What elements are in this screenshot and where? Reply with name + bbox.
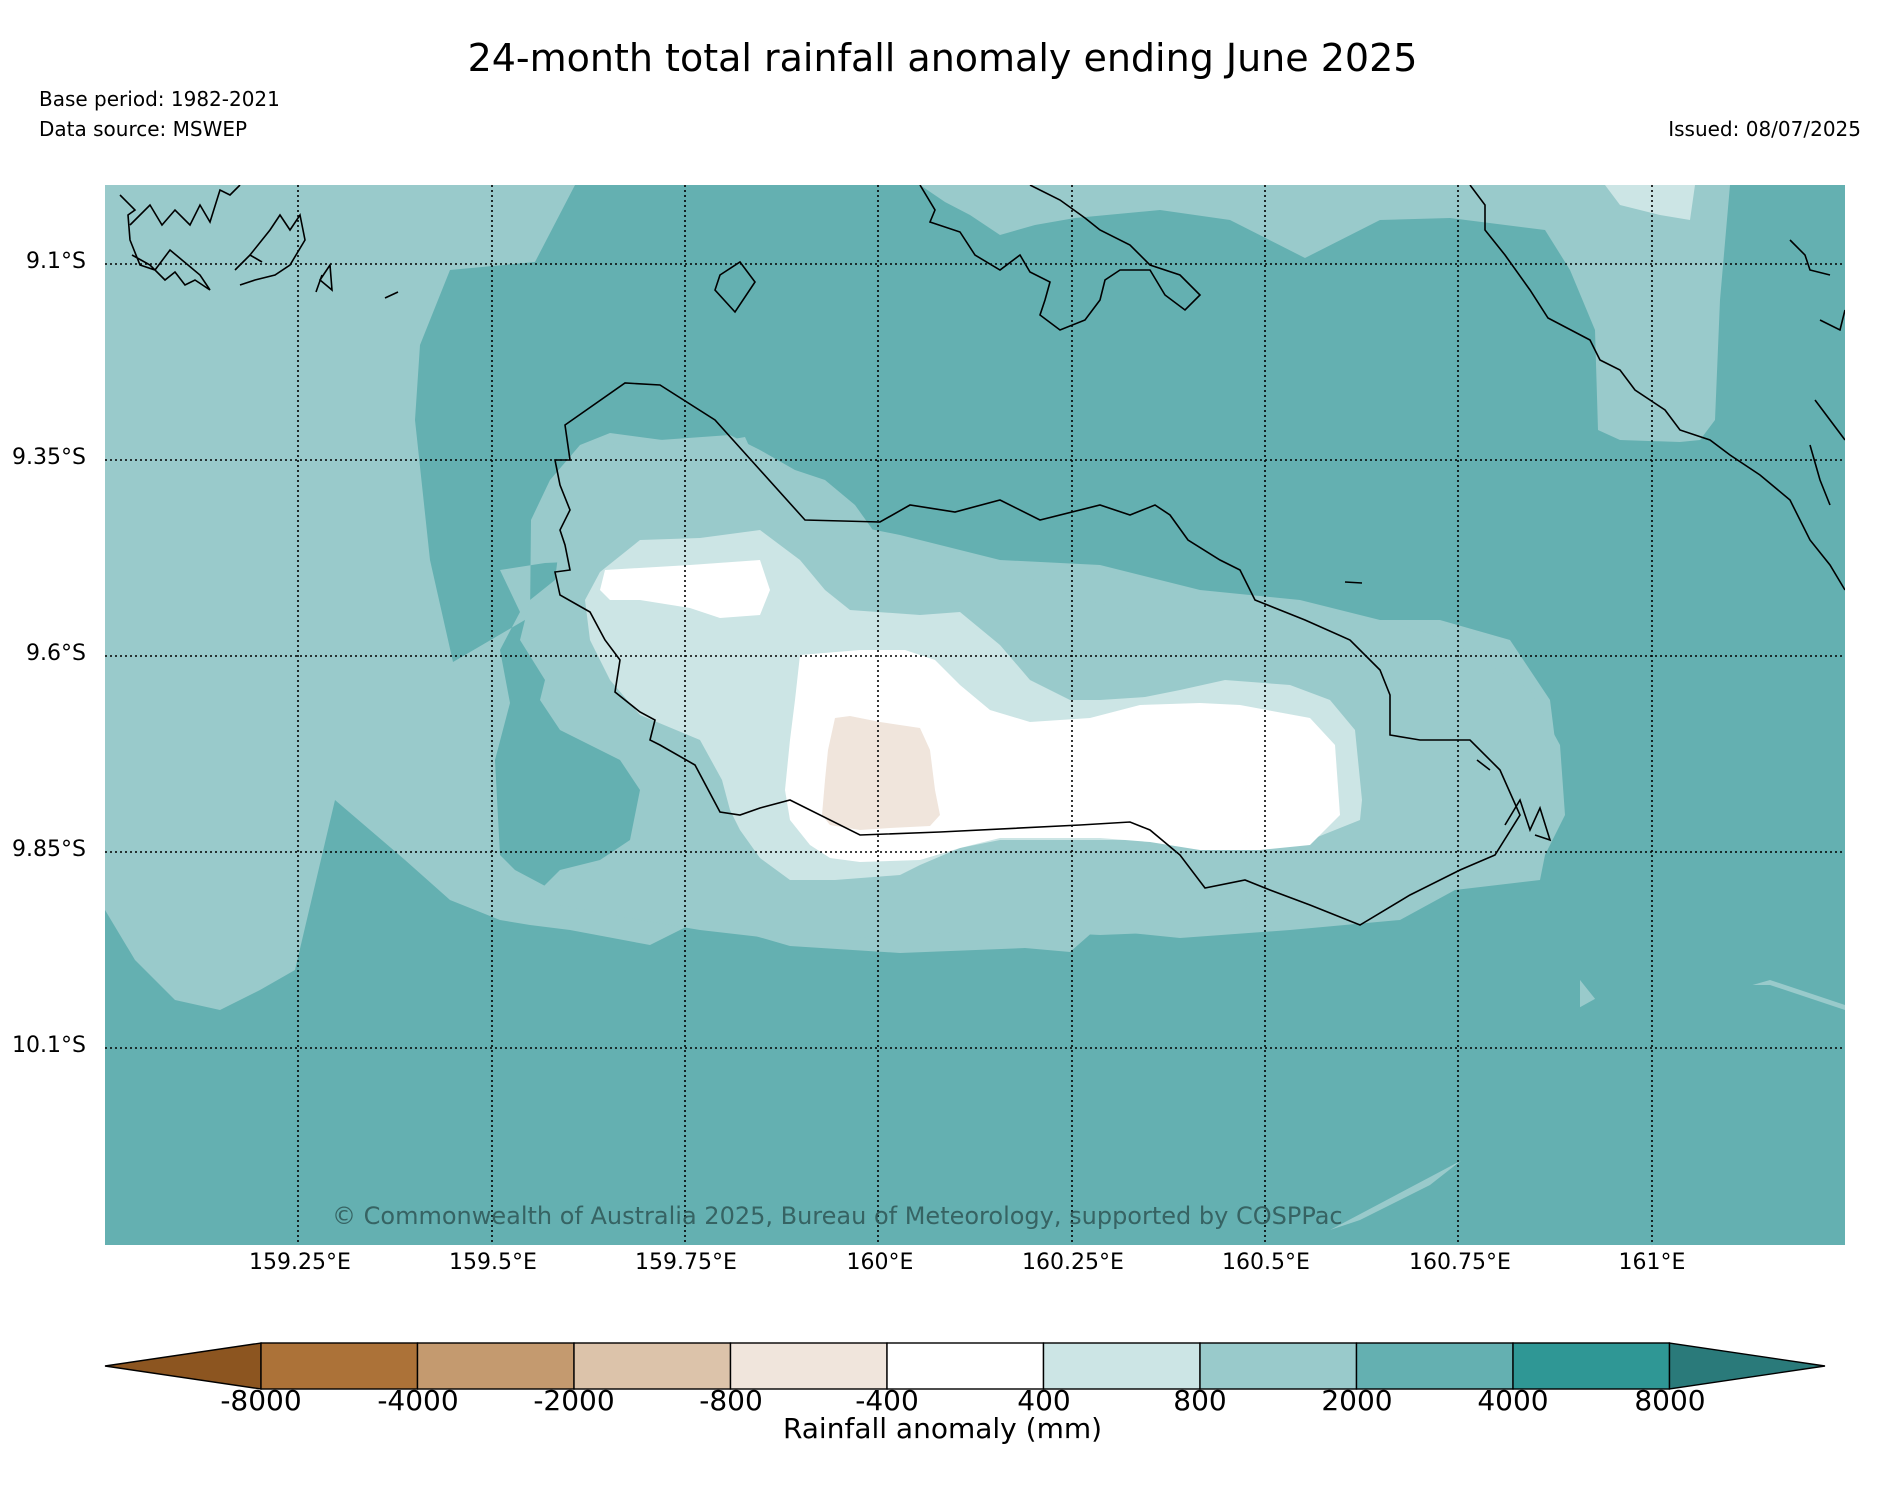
coastlines <box>119 185 1845 926</box>
colorbar-segment <box>260 1342 419 1390</box>
copyright-notice: © Commonwealth of Australia 2025, Bureau… <box>332 1202 1343 1230</box>
colorbar-tick-label: -4000 <box>377 1384 459 1417</box>
lon-label-160: 160°E <box>846 1250 914 1275</box>
map-title: 24-month total rainfall anomaly ending J… <box>467 36 1418 80</box>
colorbar-tick-label: -2000 <box>533 1384 615 1417</box>
colorbar-extend-high <box>1668 1342 1826 1390</box>
lat-label-9-85: 9.85°S <box>12 837 86 862</box>
lat-label-9-35: 9.35°S <box>12 445 86 470</box>
anomaly-band-minus800-minus400 <box>822 716 940 830</box>
issued-date: Issued: 08/07/2025 <box>1668 117 1861 141</box>
colorbar-tick-label: 800 <box>1173 1384 1227 1417</box>
colorbar-segment <box>573 1342 732 1390</box>
anomaly-band-400-800-topright <box>1605 185 1695 220</box>
lat-label-9-6: 9.6°S <box>26 641 86 666</box>
lon-label-159-5: 159.5°E <box>449 1250 537 1275</box>
colorbar <box>104 1342 1826 1390</box>
lon-label-160-75: 160.75°E <box>1409 1250 1511 1275</box>
map-area <box>105 185 1845 1245</box>
lon-label-161: 161°E <box>1618 1250 1686 1275</box>
colorbar-title: Rainfall anomaly (mm) <box>782 1412 1103 1445</box>
colorbar-tick-label: -8000 <box>220 1384 302 1417</box>
colorbar-segment <box>729 1342 888 1390</box>
colorbar-tick-label: 8000 <box>1634 1384 1706 1417</box>
lon-label-160-25: 160.25°E <box>1022 1250 1124 1275</box>
colorbar-tick-label: 2000 <box>1321 1384 1393 1417</box>
colorbar-extend-low <box>104 1342 262 1390</box>
colorbar-segment <box>416 1342 575 1390</box>
base-period: Base period: 1982-2021 <box>39 87 280 111</box>
lon-label-160-5: 160.5°E <box>1222 1250 1310 1275</box>
anomaly-band-minus400-400 <box>600 560 1340 862</box>
lon-label-159-75: 159.75°E <box>635 1250 737 1275</box>
graticule <box>105 185 1845 1245</box>
colorbar-segment <box>1512 1342 1671 1390</box>
colorbar-tick-label: -400 <box>855 1384 919 1417</box>
lat-label-9-1: 9.1°S <box>26 249 86 274</box>
colorbar-segment <box>1199 1342 1358 1390</box>
colorbar-tick-label: 4000 <box>1477 1384 1549 1417</box>
lat-label-10-1: 10.1°S <box>12 1033 86 1058</box>
colorbar-segment <box>886 1342 1045 1390</box>
colorbar-segment <box>1042 1342 1201 1390</box>
colorbar-tick-label: 400 <box>1017 1384 1071 1417</box>
colorbar-segment <box>1355 1342 1514 1390</box>
data-source: Data source: MSWEP <box>39 117 248 141</box>
lon-label-159-25: 159.25°E <box>249 1250 351 1275</box>
colorbar-tick-label: -800 <box>699 1384 763 1417</box>
